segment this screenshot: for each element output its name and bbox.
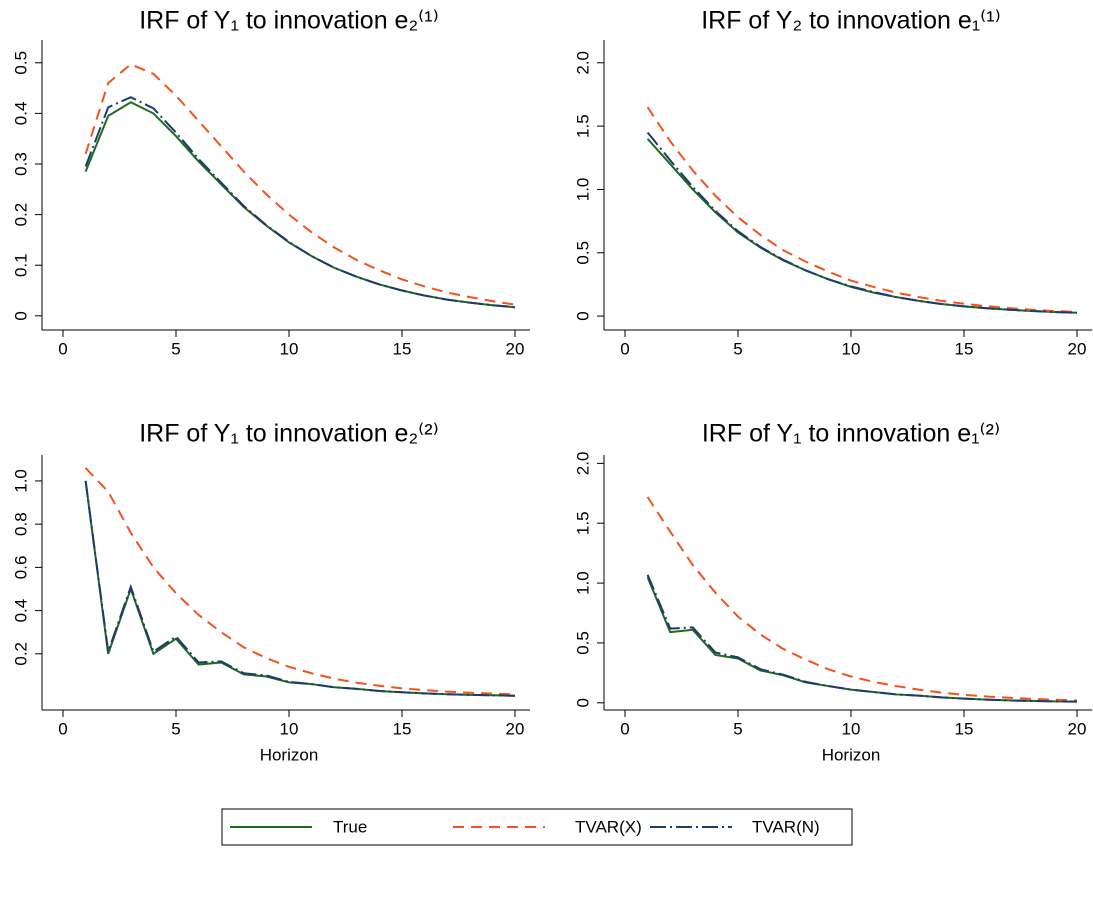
y-tick-label: 1.0 xyxy=(573,571,592,595)
legend-label: TVAR(X) xyxy=(575,817,642,836)
x-tick-label: 5 xyxy=(733,339,742,358)
x-tick-label: 20 xyxy=(506,719,525,738)
y-tick-label: 0.1 xyxy=(11,253,30,277)
legend-box xyxy=(221,808,853,846)
y-tick-label: 1.5 xyxy=(573,114,592,138)
chart-title: IRF of Y₁ to innovation e₂⁽¹⁾ xyxy=(139,7,439,35)
y-tick-label: 0.2 xyxy=(11,203,30,227)
y-tick-label: 0.5 xyxy=(573,631,592,655)
x-tick-label: 0 xyxy=(620,719,629,738)
series-line xyxy=(84,467,516,696)
x-tick-label: 0 xyxy=(620,339,629,358)
x-tick-label: 10 xyxy=(280,719,299,738)
legend-label: True xyxy=(333,817,367,836)
y-tick-label: 2.0 xyxy=(573,51,592,75)
y-tick-label: 0 xyxy=(11,311,30,320)
y-tick-label: 0.8 xyxy=(11,512,30,536)
x-tick-label: 15 xyxy=(955,719,974,738)
y-tick-label: 0 xyxy=(573,698,592,707)
x-tick-label: 0 xyxy=(58,339,67,358)
x-tick-label: 20 xyxy=(1068,339,1087,358)
y-tick-label: 1.5 xyxy=(573,511,592,535)
series-line xyxy=(84,63,516,306)
x-tick-label: 20 xyxy=(1068,719,1087,738)
chart-title: IRF of Y₁ to innovation e₁⁽²⁾ xyxy=(702,420,1000,448)
legend-label: TVAR(N) xyxy=(752,817,820,836)
chart-title: IRF of Y₁ to innovation e₂⁽²⁾ xyxy=(139,420,439,448)
y-tick-label: 0.2 xyxy=(11,642,30,666)
y-tick-label: 1.0 xyxy=(573,178,592,202)
y-tick-label: 0.4 xyxy=(11,102,30,126)
series-line xyxy=(646,574,1078,703)
series-line xyxy=(646,131,1078,314)
series-line xyxy=(646,496,1078,702)
x-axis-label: Horizon xyxy=(260,745,319,764)
x-tick-label: 15 xyxy=(955,339,974,358)
x-tick-label: 20 xyxy=(506,339,525,358)
x-tick-label: 0 xyxy=(58,719,67,738)
x-tick-label: 10 xyxy=(280,339,299,358)
y-tick-label: 0.5 xyxy=(11,51,30,75)
x-tick-label: 5 xyxy=(733,719,742,738)
y-tick-label: 0 xyxy=(573,311,592,320)
series-line xyxy=(84,480,516,697)
y-tick-label: 0.3 xyxy=(11,152,30,176)
series-line xyxy=(646,106,1078,314)
x-tick-label: 15 xyxy=(393,339,412,358)
x-tick-label: 5 xyxy=(171,339,180,358)
x-tick-label: 5 xyxy=(171,719,180,738)
y-tick-label: 2.0 xyxy=(573,452,592,476)
y-tick-label: 0.6 xyxy=(11,556,30,580)
y-tick-label: 0.4 xyxy=(11,599,30,623)
y-tick-label: 0.5 xyxy=(573,241,592,265)
series-line xyxy=(84,96,516,309)
chart-title: IRF of Y₂ to innovation e₁⁽¹⁾ xyxy=(701,7,1001,35)
x-axis-label: Horizon xyxy=(822,745,881,764)
x-tick-label: 15 xyxy=(393,719,412,738)
x-tick-label: 10 xyxy=(842,339,861,358)
x-tick-label: 10 xyxy=(842,719,861,738)
y-tick-label: 1.0 xyxy=(11,469,30,493)
